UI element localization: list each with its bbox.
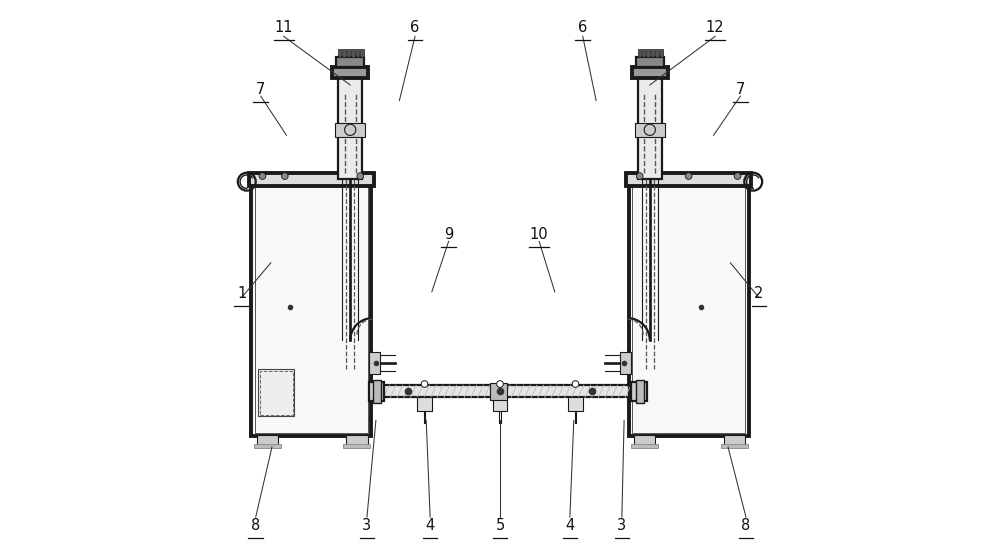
Bar	[632, 182, 745, 433]
Bar	[255, 182, 368, 433]
Text: 3: 3	[617, 518, 626, 533]
Bar	[343, 444, 370, 448]
Text: 2: 2	[754, 286, 764, 301]
Bar	[631, 382, 647, 401]
Text: 9: 9	[444, 228, 453, 242]
Bar	[332, 67, 368, 78]
Bar	[360, 49, 364, 57]
Text: 11: 11	[274, 21, 293, 35]
Circle shape	[357, 173, 364, 179]
Bar	[634, 435, 655, 446]
Bar	[260, 371, 293, 415]
Bar	[638, 70, 662, 179]
Bar	[371, 385, 629, 397]
Bar	[636, 380, 644, 403]
Bar	[620, 352, 631, 374]
Bar	[568, 397, 583, 411]
Bar	[631, 444, 658, 448]
Bar	[638, 49, 641, 57]
Bar	[258, 369, 294, 416]
Bar	[251, 179, 371, 436]
Bar	[417, 397, 432, 411]
Bar	[655, 49, 659, 57]
Bar	[490, 383, 507, 400]
Text: 1: 1	[237, 286, 246, 301]
Bar	[346, 435, 368, 446]
Text: 7: 7	[736, 82, 745, 97]
Bar	[338, 49, 341, 57]
Bar	[257, 435, 278, 446]
Bar	[635, 123, 665, 136]
Bar	[642, 49, 645, 57]
Bar	[369, 352, 380, 374]
Bar	[721, 444, 748, 448]
Bar	[336, 57, 364, 67]
Bar	[342, 49, 346, 57]
Text: 6: 6	[410, 21, 420, 35]
Bar	[646, 49, 650, 57]
Bar	[373, 380, 381, 403]
Text: 8: 8	[251, 518, 260, 533]
Bar	[249, 173, 374, 186]
Circle shape	[734, 173, 741, 179]
Bar	[369, 382, 384, 401]
Bar	[626, 173, 751, 186]
Bar	[335, 123, 365, 136]
Circle shape	[636, 173, 643, 179]
Bar	[254, 444, 281, 448]
Bar	[660, 49, 663, 57]
Circle shape	[281, 173, 288, 179]
Text: 6: 6	[578, 21, 587, 35]
Text: 7: 7	[256, 82, 265, 97]
Bar	[493, 397, 507, 411]
Bar	[338, 70, 362, 179]
Bar	[356, 49, 359, 57]
Text: 12: 12	[706, 21, 725, 35]
Bar	[632, 67, 668, 78]
Circle shape	[572, 381, 579, 387]
Bar	[651, 49, 654, 57]
Bar	[636, 57, 664, 67]
Circle shape	[685, 173, 692, 179]
Text: 3: 3	[362, 518, 372, 533]
Bar	[629, 179, 749, 436]
Bar	[347, 49, 350, 57]
Text: 5: 5	[495, 518, 505, 533]
Circle shape	[497, 381, 503, 387]
Circle shape	[259, 173, 266, 179]
Circle shape	[421, 381, 428, 387]
Text: 10: 10	[530, 228, 548, 242]
Bar	[351, 49, 355, 57]
Bar	[724, 435, 745, 446]
Text: 8: 8	[741, 518, 751, 533]
Text: 4: 4	[426, 518, 435, 533]
Text: 4: 4	[565, 518, 574, 533]
